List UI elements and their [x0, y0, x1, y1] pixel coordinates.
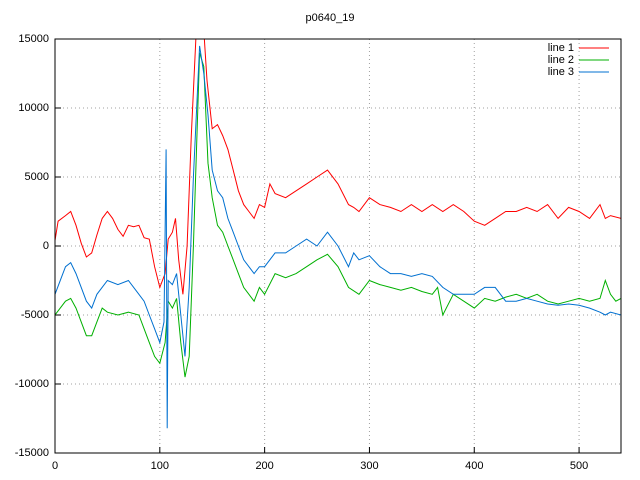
x-tick-label: 200 — [255, 460, 273, 472]
x-tick-label: 300 — [360, 460, 378, 472]
data-line — [55, 52, 621, 378]
y-tick-label: -5000 — [21, 309, 49, 321]
y-tick-label: 15000 — [18, 33, 49, 45]
y-tick-label: 0 — [43, 240, 49, 252]
legend-label: line 3 — [548, 66, 574, 78]
chart-title: p0640_19 — [306, 12, 355, 24]
x-tick-label: 500 — [570, 460, 588, 472]
x-tick-label: 400 — [465, 460, 483, 472]
data-line — [55, 39, 621, 295]
y-tick-label: -10000 — [15, 378, 49, 390]
data-line — [55, 45, 621, 429]
y-tick-label: 10000 — [18, 102, 49, 114]
x-tick-label: 0 — [52, 460, 58, 472]
x-tick-label: 100 — [151, 460, 169, 472]
legend-label: line 1 — [548, 42, 574, 54]
plot-border — [54, 38, 622, 454]
legend-label: line 2 — [548, 54, 574, 66]
y-tick-label: 5000 — [25, 171, 49, 183]
y-tick-label: -15000 — [15, 447, 49, 459]
